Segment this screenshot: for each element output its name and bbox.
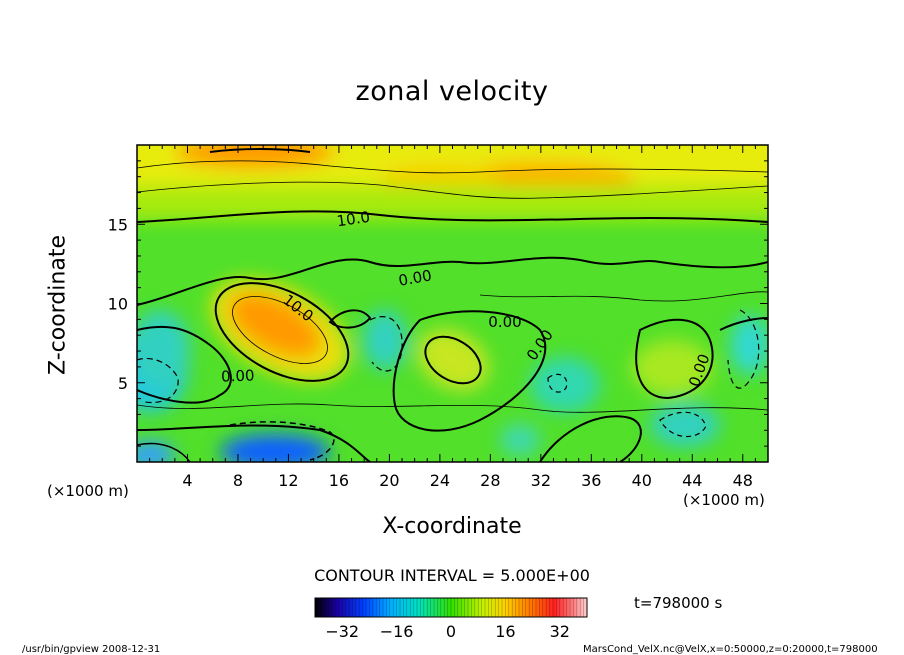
x-unit-left: (×1000 m)	[47, 482, 129, 500]
colorbar-frame	[314, 597, 588, 618]
colorbar-ticks: −32 −16 0 16 32	[325, 622, 570, 641]
y-axis-label: Z-coordinate	[45, 235, 71, 375]
x-unit-right: (×1000 m)	[683, 491, 765, 509]
y-tick-label: 5	[118, 374, 128, 393]
contour-label: 0.00	[488, 313, 521, 331]
x-tick-label: 48	[733, 471, 753, 490]
x-tick-label: 32	[531, 471, 551, 490]
contour-label: 10.0	[336, 208, 372, 230]
footer-left: /usr/bin/gpview 2008-12-31	[22, 644, 161, 655]
x-axis-ticks: 4 8 12 16 20 24 28 32 36 40 44 48	[149, 145, 756, 490]
colorbar-tick-label: 0	[446, 622, 456, 641]
x-tick-label: 36	[581, 471, 601, 490]
contour-label: 0.00	[397, 266, 433, 290]
colorbar-tick-label: −32	[325, 622, 359, 641]
colorbar-tick-label: −16	[380, 622, 414, 641]
colorbar-tick-label: 16	[495, 622, 515, 641]
x-tick-label: 28	[480, 471, 500, 490]
x-tick-label: 20	[379, 471, 399, 490]
footer-right: MarsCond_VelX.nc@VelX,x=0:50000,z=0:2000…	[583, 644, 878, 655]
x-tick-label: 44	[682, 471, 702, 490]
x-axis-label: X-coordinate	[382, 514, 522, 539]
x-tick-label: 8	[233, 471, 243, 490]
contour-lines	[137, 148, 768, 462]
colorbar-divisions	[318, 598, 584, 617]
x-tick-label: 16	[329, 471, 349, 490]
chart-title: zonal velocity	[355, 76, 549, 107]
velocity-field	[137, 145, 768, 462]
y-tick-label: 15	[108, 215, 128, 234]
x-tick-label: 12	[278, 471, 298, 490]
colorbar-tick-label: 32	[550, 622, 570, 641]
contour-interval: CONTOUR INTERVAL = 5.000E+00	[314, 566, 590, 585]
time-label: t=798000 s	[634, 594, 723, 612]
y-axis-ticks: 5 10 15	[108, 160, 768, 447]
y-tick-label: 10	[108, 295, 128, 314]
x-tick-label: 40	[632, 471, 652, 490]
contour-label: 0.00	[221, 366, 255, 385]
x-tick-label: 24	[430, 471, 450, 490]
x-tick-label: 4	[182, 471, 192, 490]
